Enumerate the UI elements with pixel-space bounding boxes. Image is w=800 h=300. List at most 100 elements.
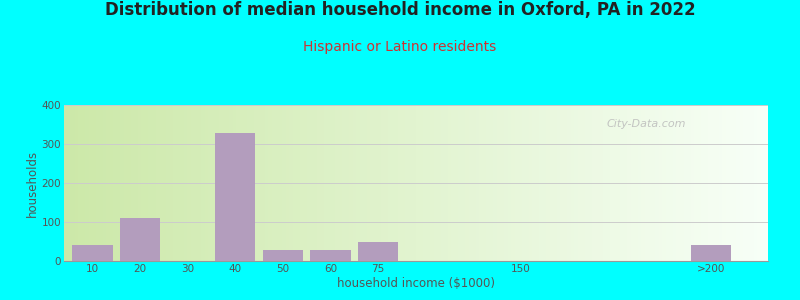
Bar: [469, 105, 472, 261]
Bar: [511, 105, 514, 261]
Bar: [642, 105, 645, 261]
Bar: [525, 105, 529, 261]
Bar: [441, 105, 444, 261]
Bar: [472, 105, 476, 261]
Bar: [240, 105, 243, 261]
Bar: [378, 105, 381, 261]
Bar: [536, 105, 539, 261]
Bar: [501, 105, 504, 261]
Bar: [162, 105, 166, 261]
Bar: [419, 105, 423, 261]
Bar: [265, 105, 268, 261]
Bar: [99, 105, 102, 261]
Bar: [258, 105, 261, 261]
Bar: [504, 105, 507, 261]
Bar: [145, 105, 149, 261]
Bar: [617, 105, 620, 261]
Bar: [226, 105, 230, 261]
Bar: [670, 105, 673, 261]
Bar: [180, 105, 184, 261]
Bar: [208, 105, 212, 261]
Bar: [247, 105, 250, 261]
Bar: [554, 105, 557, 261]
Bar: [416, 105, 419, 261]
Bar: [602, 105, 606, 261]
Bar: [363, 105, 366, 261]
Bar: [532, 105, 536, 261]
Bar: [127, 105, 131, 261]
Bar: [507, 105, 511, 261]
Bar: [730, 105, 733, 261]
Bar: [518, 105, 522, 261]
Bar: [184, 105, 187, 261]
Bar: [187, 105, 190, 261]
Bar: [254, 105, 258, 261]
Bar: [718, 105, 722, 261]
Bar: [451, 105, 454, 261]
Bar: [212, 105, 215, 261]
Bar: [613, 105, 617, 261]
Bar: [426, 105, 430, 261]
Bar: [673, 105, 677, 261]
Bar: [462, 105, 466, 261]
Y-axis label: households: households: [26, 149, 39, 217]
Bar: [564, 105, 567, 261]
Bar: [722, 105, 726, 261]
Bar: [114, 105, 117, 261]
Bar: [589, 105, 592, 261]
Bar: [120, 218, 160, 261]
Bar: [92, 105, 96, 261]
Bar: [733, 105, 736, 261]
Bar: [634, 105, 638, 261]
Bar: [659, 105, 662, 261]
Bar: [687, 105, 690, 261]
Bar: [110, 105, 114, 261]
Bar: [173, 105, 177, 261]
Bar: [444, 105, 448, 261]
Bar: [529, 105, 532, 261]
Bar: [743, 105, 747, 261]
Bar: [222, 105, 226, 261]
Bar: [574, 105, 578, 261]
Bar: [290, 105, 293, 261]
Bar: [750, 105, 754, 261]
Bar: [272, 105, 275, 261]
Bar: [293, 105, 296, 261]
Bar: [102, 105, 106, 261]
Bar: [490, 105, 494, 261]
Bar: [233, 105, 237, 261]
Bar: [652, 105, 655, 261]
Bar: [243, 105, 247, 261]
Bar: [219, 105, 222, 261]
Bar: [391, 105, 395, 261]
Bar: [740, 105, 743, 261]
Bar: [296, 105, 300, 261]
Bar: [409, 105, 413, 261]
Bar: [454, 105, 458, 261]
Bar: [557, 105, 560, 261]
Bar: [582, 105, 585, 261]
Bar: [567, 105, 571, 261]
Bar: [630, 105, 634, 261]
Text: Distribution of median household income in Oxford, PA in 2022: Distribution of median household income …: [105, 2, 695, 20]
Bar: [599, 105, 602, 261]
Bar: [585, 105, 589, 261]
Bar: [356, 105, 360, 261]
Bar: [268, 105, 272, 261]
Bar: [645, 105, 648, 261]
Bar: [514, 105, 518, 261]
Bar: [765, 105, 768, 261]
X-axis label: household income ($1000): household income ($1000): [337, 277, 495, 290]
Bar: [448, 105, 451, 261]
Bar: [571, 105, 574, 261]
Bar: [78, 105, 82, 261]
Bar: [262, 250, 303, 261]
Bar: [638, 105, 642, 261]
Bar: [120, 105, 124, 261]
Bar: [542, 105, 546, 261]
Bar: [694, 105, 698, 261]
Bar: [690, 105, 694, 261]
Bar: [215, 133, 255, 261]
Bar: [278, 105, 282, 261]
Bar: [384, 105, 388, 261]
